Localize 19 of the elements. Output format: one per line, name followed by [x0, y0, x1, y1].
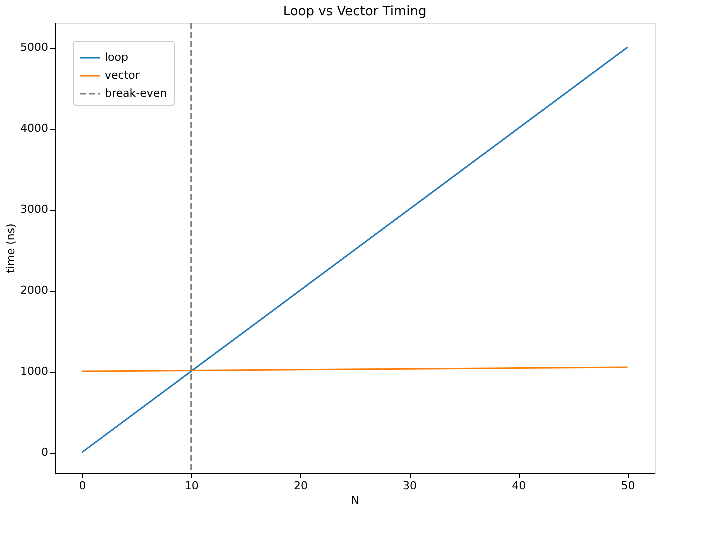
- x-tick-label: 10: [184, 480, 199, 492]
- y-tick-label: 2000: [20, 284, 48, 298]
- legend-label: vector: [105, 69, 140, 82]
- y-tick-label: 5000: [20, 41, 48, 54]
- x-tick-label: 20: [294, 480, 308, 492]
- y-tick-label: 1000: [20, 365, 48, 378]
- line-series: [82, 46, 628, 454]
- x-tick-label: 40: [512, 480, 526, 492]
- ref-line-label: break-even: [105, 87, 168, 100]
- x-axis-title: N: [351, 494, 360, 508]
- x-tick-label: 30: [403, 480, 418, 492]
- y-tick-label: 4000: [20, 122, 48, 136]
- y-tick-label: 3000: [20, 203, 48, 216]
- x-tick-label: 0: [79, 480, 86, 492]
- chart-title: Loop vs Vector Timing: [283, 4, 427, 20]
- y-tick-label: 0: [42, 446, 48, 460]
- y-axis-title: time (ns): [4, 224, 18, 274]
- x-tick-label: 50: [621, 480, 636, 492]
- legend-label: loop: [105, 51, 129, 64]
